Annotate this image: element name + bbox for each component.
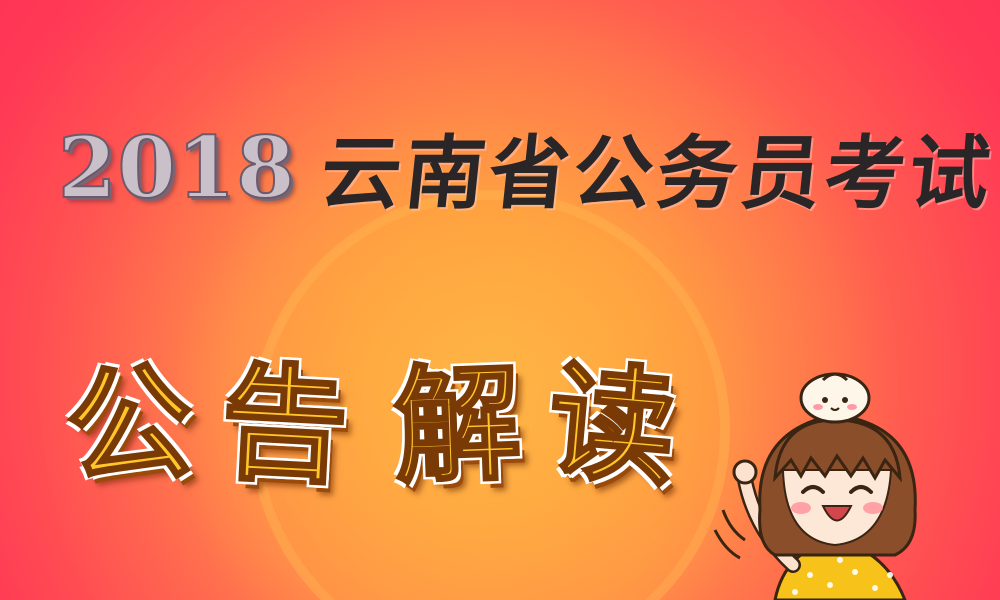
subtitle: 公 告 解 读 [60,330,686,505]
year-text: 2018 [57,117,296,218]
subtitle-char-4: 读 [541,345,682,505]
cartoon-girl-with-bun-icon [705,360,965,600]
headline: 2018 云南省公务员考试 [57,112,998,222]
subtitle-char-2: 告 [216,347,353,503]
subtitle-char-1: 公 [60,346,199,504]
exam-title: 云南省公务员考试 [316,126,999,220]
subtitle-char-3: 解 [390,348,524,502]
